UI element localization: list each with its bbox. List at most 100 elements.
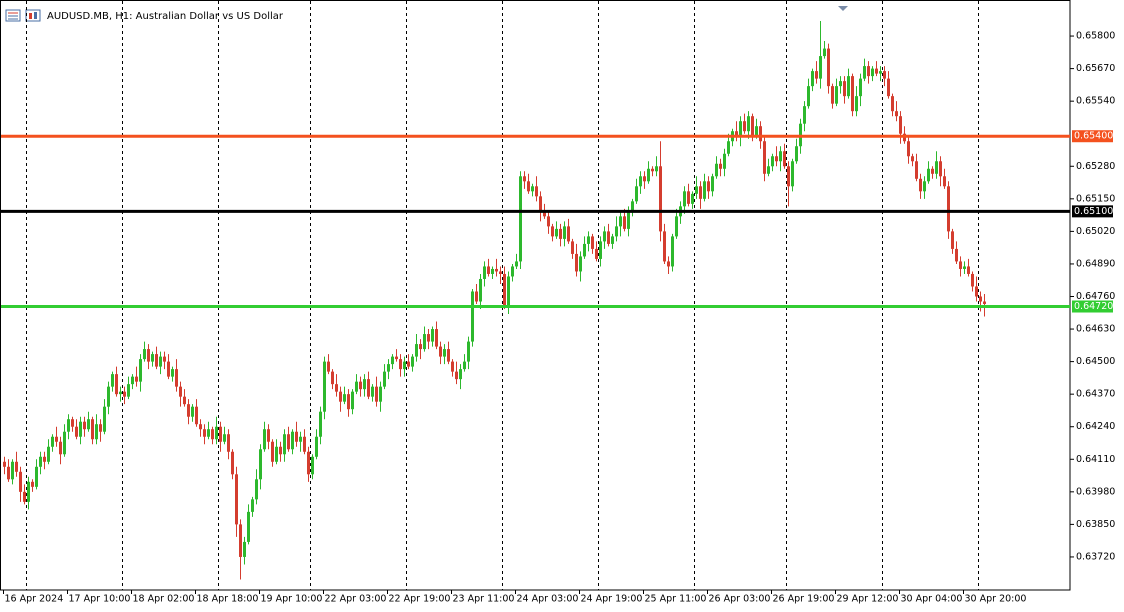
candle-body (783, 151, 786, 167)
candle-body (219, 426, 222, 442)
candle-body (819, 56, 822, 79)
candle-body (863, 66, 866, 79)
candle-body (379, 386, 382, 402)
x-tick-label: 22 Apr 03:00 (325, 594, 387, 605)
candle-body (571, 241, 574, 254)
candle-body (787, 166, 790, 187)
icon-bar (29, 13, 32, 19)
candle-body (115, 374, 118, 395)
candle-body (483, 266, 486, 279)
plot-frame (0, 0, 1071, 591)
candle-body (755, 126, 758, 137)
candle-body (515, 261, 518, 267)
candle-body (971, 273, 974, 287)
candle-body (811, 71, 814, 87)
x-tick-label: 17 Apr 10:00 (69, 594, 131, 605)
level-label: 0.65100 (1074, 206, 1113, 217)
candle-body (447, 349, 450, 362)
candle-body (139, 359, 142, 382)
candle-body (935, 161, 938, 174)
candle-body (947, 186, 950, 232)
candle-body (83, 421, 86, 430)
candle-body (11, 461, 14, 480)
candle-body (951, 231, 954, 249)
candle-body (3, 461, 6, 467)
candle-body (791, 161, 794, 187)
candle-body (611, 236, 614, 244)
candle-body (371, 386, 374, 397)
candle-body (191, 406, 194, 417)
candle-body (695, 186, 698, 194)
x-tick-label: 18 Apr 02:00 (133, 594, 195, 605)
candle-body (27, 481, 30, 502)
candle-body (163, 356, 166, 362)
x-tick-label: 19 Apr 10:00 (261, 594, 323, 605)
candle-body (407, 361, 410, 367)
level-label-box (1072, 205, 1113, 218)
candle-body (435, 329, 438, 347)
level-label-box (1072, 130, 1113, 143)
candle-body (627, 211, 630, 229)
candle-body (307, 451, 310, 475)
candle-body (403, 361, 406, 370)
candle-body (923, 181, 926, 192)
candle-body (103, 406, 106, 432)
candle-body (271, 441, 274, 462)
candle-body (659, 166, 662, 232)
candle-body (879, 71, 882, 74)
candle-body (759, 126, 762, 142)
candle-body (323, 361, 326, 412)
candle-body (303, 436, 306, 452)
candle-body (963, 266, 966, 269)
candle-body (767, 166, 770, 174)
candle-body (671, 236, 674, 267)
x-tick-label: 29 Apr 12:00 (837, 594, 899, 605)
candle-body (439, 346, 442, 357)
candle-body (727, 141, 730, 154)
candle-body (63, 431, 66, 455)
candle-body (535, 186, 538, 197)
candle-body (427, 334, 430, 342)
candle-body (751, 116, 754, 137)
candle-body (699, 186, 702, 199)
candle-body (291, 431, 294, 450)
candle-body (547, 216, 550, 227)
candle-body (667, 261, 670, 267)
candle-body (135, 376, 138, 382)
candle-body (243, 541, 246, 557)
candle-body (227, 434, 230, 452)
candle-body (231, 451, 234, 475)
candle-body (655, 166, 658, 172)
candle-body (19, 471, 22, 492)
candle-body (211, 429, 214, 440)
candle-body (215, 426, 218, 440)
candle-body (875, 68, 878, 74)
candle-body (335, 384, 338, 392)
candle-body (651, 168, 654, 172)
candle-body (51, 436, 54, 447)
y-tick-label: 0.64760 (1076, 291, 1115, 302)
candle-body (955, 248, 958, 262)
candle-body (235, 474, 238, 525)
candle-body (263, 429, 266, 450)
candle-body (267, 429, 270, 442)
x-tick-label: 22 Apr 19:00 (389, 594, 451, 605)
y-tick-label: 0.64110 (1076, 454, 1115, 465)
candle-body (91, 419, 94, 440)
candle-body (607, 231, 610, 244)
candle-body (815, 71, 818, 79)
candle-body (559, 228, 562, 239)
candle-body (351, 391, 354, 410)
candle-body (711, 176, 714, 192)
candle-body (643, 176, 646, 182)
y-tick-label: 0.65280 (1076, 161, 1115, 172)
candle-body (563, 226, 566, 239)
candle-body (311, 456, 314, 475)
candle-body (367, 379, 370, 397)
candle-body (883, 71, 886, 79)
candle-body (703, 181, 706, 199)
candle-body (15, 461, 18, 472)
candle-body (95, 424, 98, 440)
candle-body (275, 446, 278, 462)
candle-body (599, 241, 602, 259)
